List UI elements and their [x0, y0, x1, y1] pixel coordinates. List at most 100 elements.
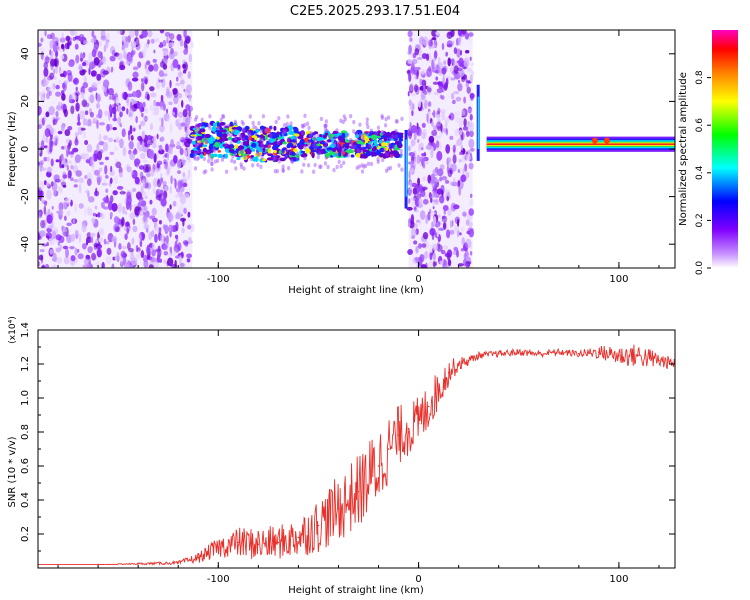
- spectrogram-carrier-mark: [266, 140, 270, 145]
- spectrogram-noise-mark: [468, 32, 474, 37]
- spectrogram-noise-mark: [451, 219, 454, 227]
- spectrogram-noise-mark: [153, 99, 157, 107]
- spectrogram-noise-mark: [406, 70, 411, 74]
- spectrogram-carrier-mark: [365, 131, 369, 135]
- spectrogram-noise-mark: [161, 117, 164, 127]
- spectrogram-carrier-halo: [204, 139, 209, 145]
- spectrogram-carrier-halo: [387, 115, 391, 120]
- spectrogram-carrier-halo: [281, 167, 285, 173]
- spectrogram-noise-mark: [465, 130, 470, 138]
- spectrogram-noise-mark: [461, 109, 466, 117]
- snr-data-point: [237, 541, 240, 544]
- spectrogram-noise-mark: [183, 149, 188, 157]
- spectrogram-noise-mark: [183, 39, 188, 49]
- spectrogram-noise-mark: [46, 189, 52, 200]
- spectrogram-carrier-halo: [301, 130, 305, 136]
- spectrogram-carrier-halo: [193, 166, 198, 171]
- spectrogram-noise-mark: [144, 141, 148, 148]
- spectrogram-carrier-halo: [264, 149, 268, 155]
- spectrogram-noise-mark: [453, 204, 460, 210]
- spectrogram-noise-mark: [124, 264, 129, 268]
- spectrogram-carrier-halo: [295, 151, 300, 157]
- spectrogram-noise-mark: [44, 128, 51, 138]
- spectrogram-noise-mark: [78, 65, 83, 71]
- spectrogram-noise-mark: [190, 41, 194, 49]
- spectrogram-carrier-halo: [251, 163, 255, 168]
- spectrogram-noise-mark: [70, 255, 76, 262]
- spectrogram-carrier-mark: [324, 132, 329, 136]
- spectrogram-noise-mark: [121, 35, 127, 43]
- spectrogram-noise-mark: [457, 30, 463, 37]
- spectrogram-noise-mark: [462, 126, 469, 131]
- spectrogram-noise-mark: [416, 69, 420, 77]
- spectrogram-noise-mark: [449, 135, 454, 140]
- spectrogram-noise-mark: [75, 170, 82, 177]
- spectrogram-carrier-mark: [268, 137, 275, 143]
- spectrogram-noise-mark: [38, 261, 41, 267]
- spectrogram-noise-mark: [177, 111, 184, 118]
- spectrogram-carrier-halo: [382, 148, 387, 153]
- spectrogram-noise-mark: [411, 235, 416, 240]
- spectrogram-noise-mark: [133, 50, 136, 55]
- spectrogram-carrier-halo: [269, 133, 273, 138]
- spectrogram-noise-mark: [70, 177, 74, 181]
- spectrogram-noise-mark: [38, 211, 41, 217]
- spectrogram-carrier-mark: [392, 132, 396, 136]
- spectrogram-noise-mark: [105, 40, 109, 49]
- spectrogram-noise-mark: [41, 196, 44, 202]
- spectrogram-noise-mark: [115, 136, 120, 144]
- spectrogram-carrier-halo: [366, 161, 371, 167]
- spectrogram-carrier-halo: [240, 149, 244, 154]
- spectrogram-noise-mark: [159, 41, 163, 48]
- spectrogram-panel: -100 0 100 -40 -20 0 20 40 Height of straight l…: [7, 29, 676, 296]
- spectrogram-noise-mark: [428, 65, 432, 72]
- spectrogram-carrier-mark: [303, 137, 309, 143]
- spectrogram-noise-mark: [155, 80, 162, 90]
- spectrogram-carrier-mark: [330, 143, 336, 148]
- spectrogram-noise-mark: [141, 130, 146, 140]
- spectrogram-noise-mark: [414, 197, 420, 207]
- spectrogram-noise-mark: [47, 208, 51, 214]
- spectrogram-noise-mark: [163, 159, 168, 163]
- spectrogram-noise-mark: [143, 224, 150, 230]
- spectrogram-carrier-halo: [323, 123, 327, 128]
- spectrogram-noise-mark: [466, 67, 473, 73]
- spectrogram-carrier-mark: [379, 147, 385, 153]
- spectrogram-noise-mark: [177, 64, 181, 70]
- spectrogram-noise-mark: [79, 34, 84, 39]
- spectrogram-noise-mark: [469, 74, 473, 83]
- spectrogram-noise-mark: [96, 248, 102, 258]
- spectrogram-noise-mark: [74, 131, 79, 137]
- spectrogram-noise-mark: [159, 106, 164, 110]
- spectrogram-noise-mark: [60, 124, 65, 132]
- snr-x-tick-label: 0: [415, 574, 421, 585]
- colorbar-tick-label: 0.8: [695, 70, 705, 85]
- spectrogram-carrier-halo: [240, 119, 244, 125]
- spectrogram-carrier-halo: [194, 143, 198, 148]
- spectrogram-noise-mark: [189, 223, 195, 233]
- spectrogram-noise-mark: [89, 61, 92, 72]
- spectrogram-carrier-mark: [345, 139, 351, 143]
- spectrogram-carrier-halo: [274, 119, 278, 125]
- spectrogram-noise-mark: [66, 210, 71, 216]
- spectrogram-noise-mark: [131, 261, 134, 266]
- spectrogram-carrier-halo: [249, 156, 253, 162]
- spectrogram-noise-mark: [414, 48, 420, 56]
- snr-panel: -100 0 100 0.2 0.4 0.6 0.8 1.0 1.2 1.4 Height of …: [7, 316, 676, 596]
- spectrogram-noise-mark: [410, 214, 415, 224]
- spectrogram-noise-mark: [126, 227, 129, 235]
- spectrogram-noise-mark: [121, 106, 126, 112]
- spectrogram-noise-mark: [38, 142, 41, 146]
- spectrogram-noise-mark: [453, 225, 460, 232]
- spectrogram-carrier-halo: [353, 144, 357, 150]
- spectrogram-carrier-mark: [245, 149, 252, 155]
- spectrogram-spike: [477, 96, 480, 149]
- spectrogram-noise-mark: [128, 131, 131, 141]
- spectrogram-carrier-halo: [254, 125, 258, 131]
- spectrogram-carrier-mark: [385, 149, 390, 156]
- spectrogram-noise-mark: [40, 167, 47, 171]
- spectrogram-noise-mark: [408, 72, 412, 83]
- snr-data-point: [427, 405, 430, 408]
- spectrogram-noise-mark: [66, 69, 72, 76]
- spectrogram-carrier-halo: [339, 118, 343, 123]
